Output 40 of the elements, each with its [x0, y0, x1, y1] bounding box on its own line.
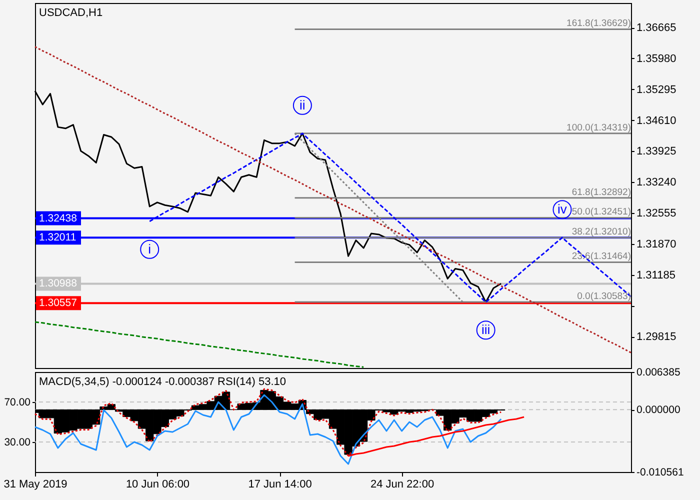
x-tick-label: 24 Jun 22:00 — [370, 478, 434, 490]
series-label: 161.8(1.36629) — [566, 18, 631, 30]
y-tick-label: 0.006385 — [636, 366, 680, 378]
line-series — [348, 416, 525, 457]
series-label: 61.8(1.32892) — [572, 186, 631, 198]
chart-title: MACD(5,34,5) -0.000124 -0.000387 RSI(14) 53.10 — [39, 376, 286, 388]
ref-line-label: 1.32011 — [39, 232, 76, 244]
line-series — [34, 388, 502, 456]
line-series — [34, 321, 364, 368]
annotation: ii — [300, 97, 306, 112]
x-tick-label: 10 Jun 06:00 — [126, 478, 190, 490]
series-label: 38.2(1.32010) — [572, 226, 631, 238]
line-series — [34, 46, 632, 354]
y-tick-label: -0.010561 — [636, 466, 684, 478]
series-label: 100.0(1.34319) — [566, 122, 631, 134]
y-tick-label: 1.31185 — [636, 269, 676, 282]
chart-title: USDCAD,H1 — [39, 7, 103, 19]
y-tick-label: 0.000000 — [636, 404, 680, 416]
series-label: 50.0(1.32451) — [572, 206, 631, 218]
y-tick-label: 1.31870 — [636, 238, 676, 250]
y-tick-label: 1.32555 — [636, 208, 676, 220]
ref-line-label: 1.30988 — [39, 278, 78, 290]
y-tick-label: 1.34610 — [636, 114, 676, 127]
y2-tick-label: 30.00 — [4, 436, 31, 448]
x-tick-label: 17 Jun 14:00 — [248, 478, 312, 490]
ref-line-label: 1.30557 — [39, 297, 78, 310]
y-tick-label: 1.35980 — [636, 52, 676, 65]
annotation: iv — [558, 202, 568, 217]
y2-tick-label: 70.00 — [4, 396, 31, 408]
annotation: i — [148, 241, 152, 256]
ref-line-label: 1.32438 — [39, 212, 78, 224]
y-tick-label: 1.35295 — [636, 84, 676, 96]
y-tick-label: 1.29815 — [636, 331, 676, 344]
line-series — [34, 394, 502, 465]
y-tick-label: 1.33240 — [636, 176, 676, 189]
y-tick-label: 1.36665 — [636, 22, 676, 34]
series-label: 0.0(1.30583) — [577, 290, 631, 302]
x-tick-label: 31 May 2019 — [4, 478, 68, 490]
annotation: iii — [481, 322, 490, 338]
y-tick-label: 1.33925 — [636, 146, 676, 158]
